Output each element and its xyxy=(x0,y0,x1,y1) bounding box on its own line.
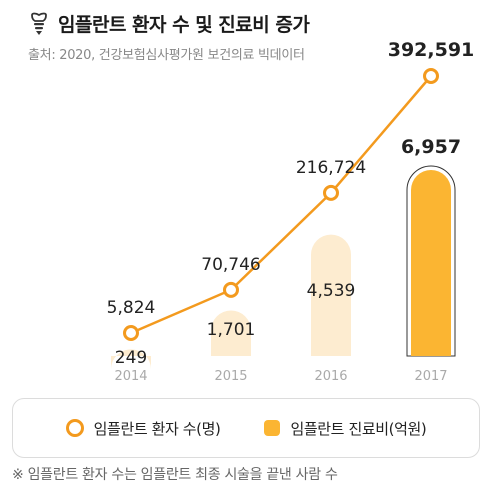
legend-line-marker xyxy=(65,419,84,437)
chart-title: 임플란트 환자 수 및 진료비 증가 xyxy=(58,14,310,36)
bar-2014 xyxy=(111,349,151,370)
bar-2017 xyxy=(411,170,451,356)
patients-line xyxy=(130,75,432,335)
bar-2015 xyxy=(211,310,251,356)
x-tick-2014: 2014 xyxy=(114,369,147,384)
line-label-2016: 216,724 xyxy=(296,158,366,178)
line-label-2014: 5,824 xyxy=(107,298,156,318)
bar-label-2016: 4,539 xyxy=(307,281,356,301)
tooth-icon xyxy=(31,12,47,35)
combo-chart: 249 1,701 4,539 6,957 5,824 70,746 216,724 392,… xyxy=(107,39,475,384)
line-marker-2014 xyxy=(123,325,139,341)
bar-label-2017: 6,957 xyxy=(401,136,461,158)
chart-source: 출처: 2020, 건강보험심사평가원 보건의료 빅데이터 xyxy=(28,48,305,63)
legend-item-patients: 임플란트 환자 수(명) xyxy=(65,418,221,439)
bar-label-2015: 1,701 xyxy=(207,320,256,340)
chart-header: 임플란트 환자 수 및 진료비 증가 xyxy=(28,10,310,37)
bar-label-2014: 249 xyxy=(115,348,147,368)
legend-bar-marker xyxy=(264,420,281,436)
line-marker-2015 xyxy=(223,281,239,298)
line-label-2017: 392,591 xyxy=(388,39,475,61)
legend-label-patients: 임플란트 환자 수(명) xyxy=(93,419,221,438)
x-tick-2015: 2015 xyxy=(214,369,247,384)
x-tick-2016: 2016 xyxy=(314,369,347,384)
chart-footnote: ※ 임플란트 환자 수는 임플란트 최종 시술을 끝낸 사람 수 xyxy=(12,467,338,483)
legend-label-cost: 임플란트 진료비(억원) xyxy=(290,419,427,438)
chart-legend: 임플란트 환자 수(명) 임플란트 진료비(억원) xyxy=(12,398,480,458)
bar-2016 xyxy=(311,234,352,356)
x-tick-2017: 2017 xyxy=(414,369,447,384)
line-marker-2017 xyxy=(423,68,439,84)
line-marker-2016 xyxy=(323,184,339,201)
legend-item-cost: 임플란트 진료비(억원) xyxy=(264,418,427,439)
bar-outline-2017 xyxy=(406,165,456,357)
line-label-2015: 70,746 xyxy=(201,255,260,275)
